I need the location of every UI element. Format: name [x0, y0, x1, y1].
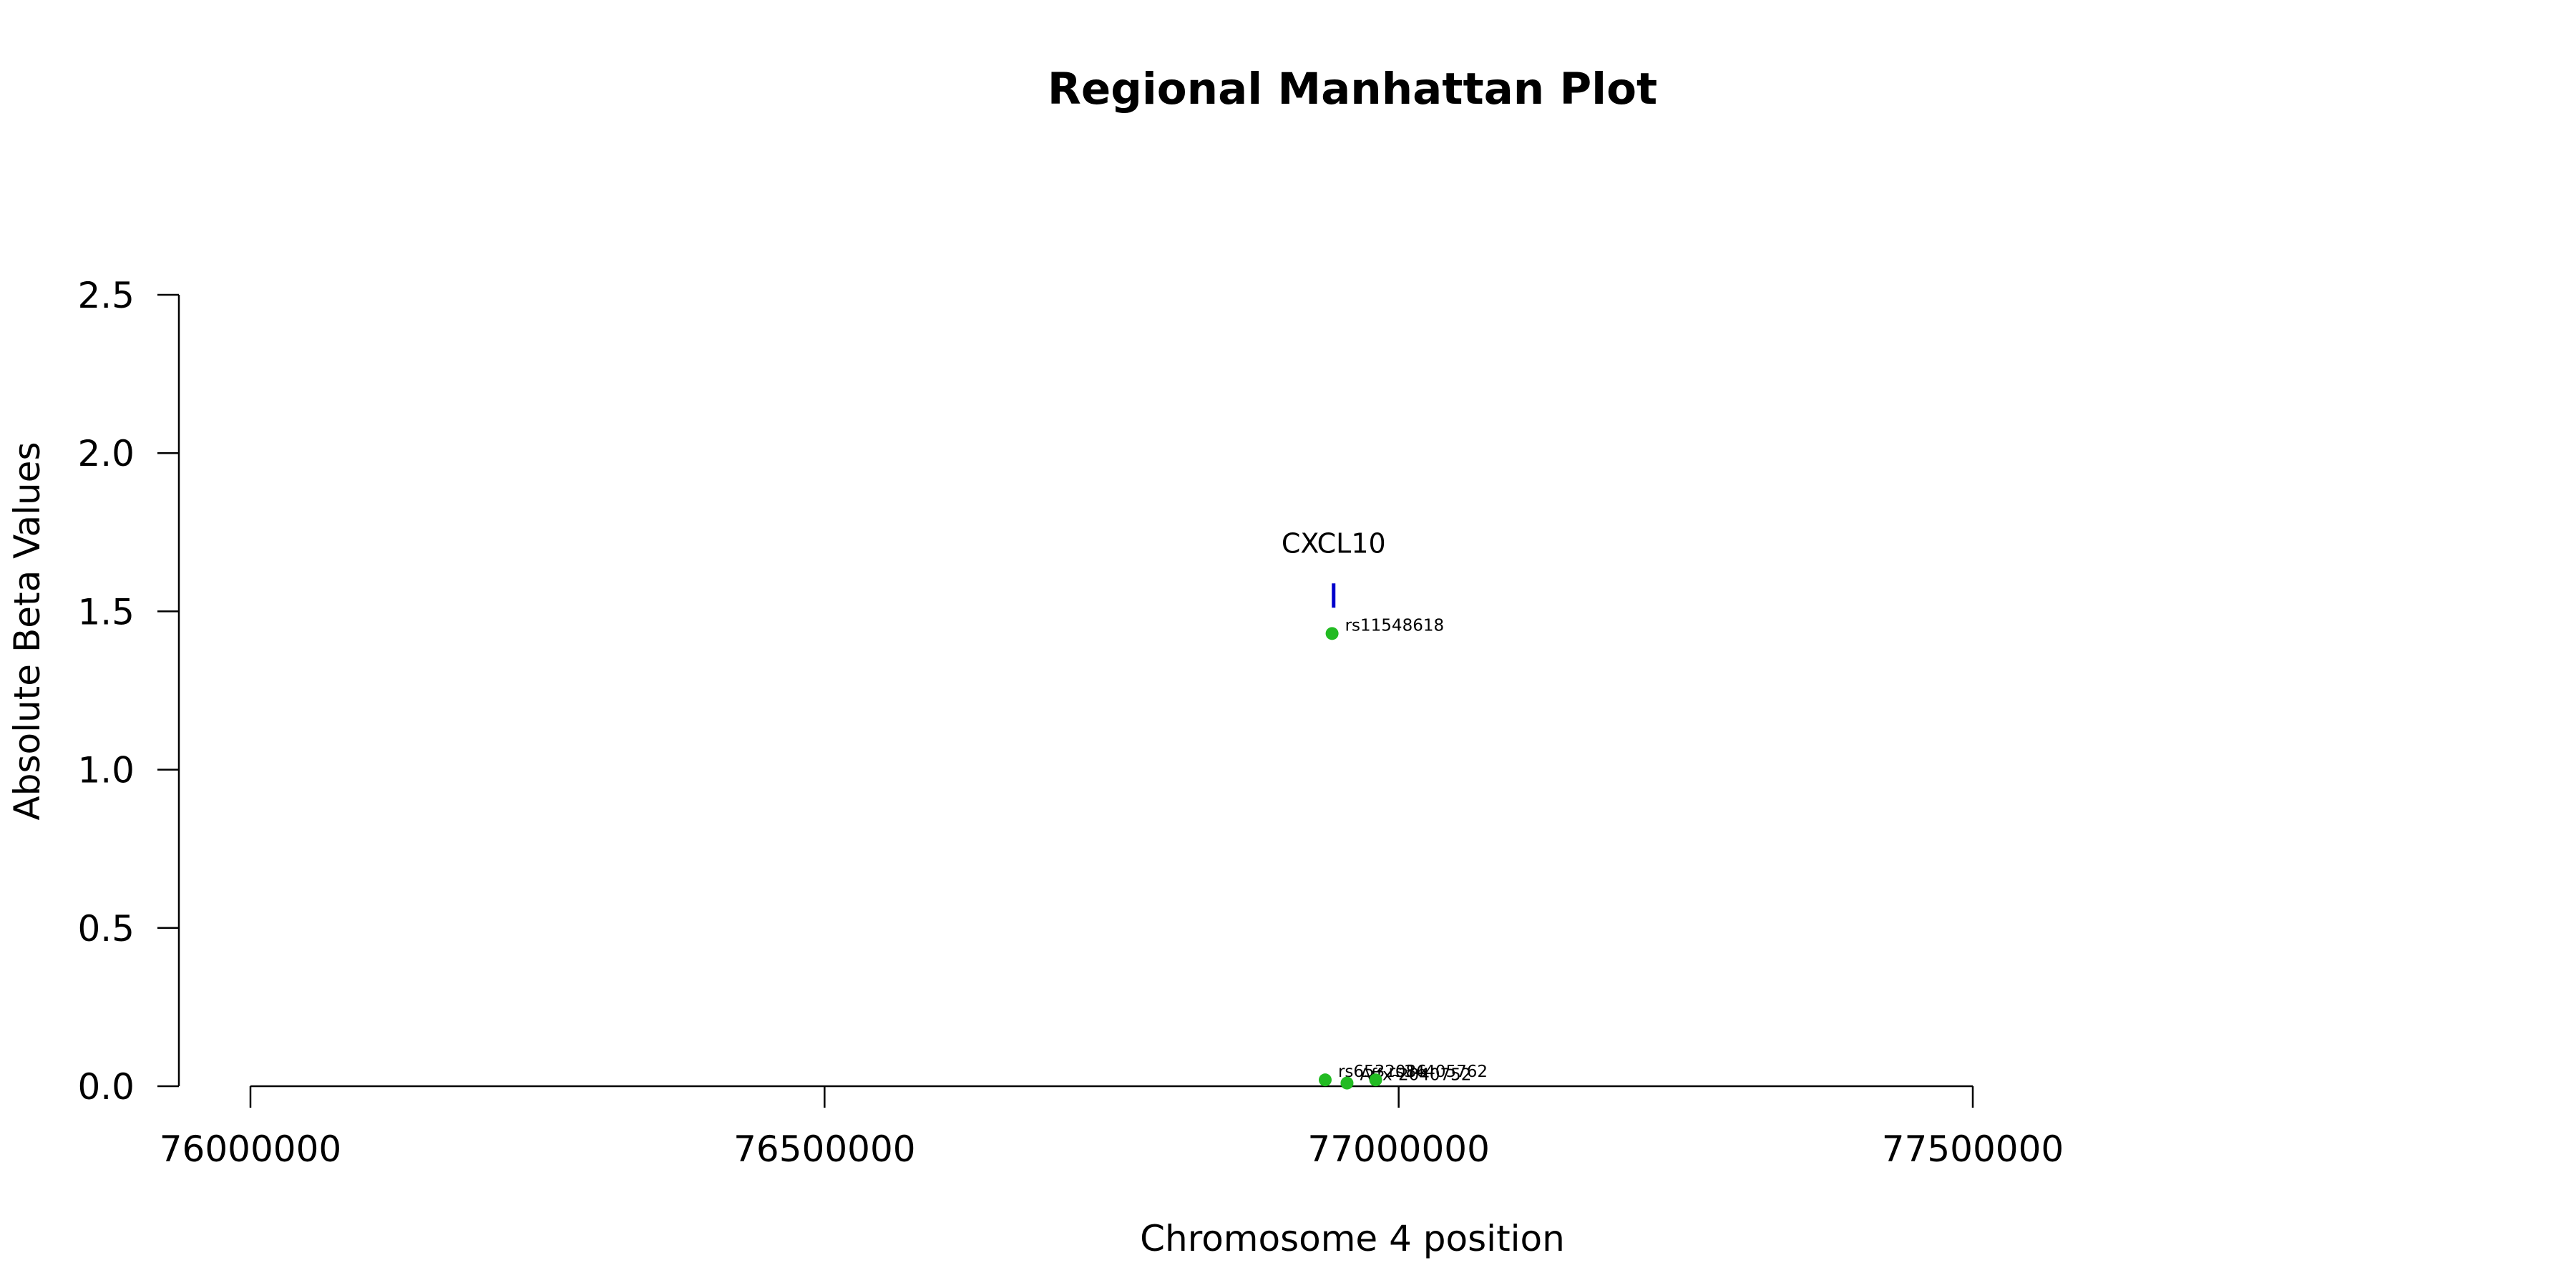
snp-point [1369, 1073, 1382, 1087]
x-axis: 76000000 76500000 77000000 77500000 [160, 1085, 2064, 1170]
snp-point [1325, 627, 1339, 640]
gene-label: CXCL10 [1282, 527, 1386, 559]
points-layer: rs11548618rs6532086Affx-2040752rs3440576… [1318, 616, 1488, 1090]
snp-label: rs6532086 [1338, 1063, 1427, 1081]
y-tick-label: 2.0 [77, 433, 135, 474]
x-axis-label: Chromosome 4 position [1140, 1218, 1565, 1259]
genes-layer: CXCL10 [1282, 527, 1386, 608]
x-tick-label: 77000000 [1307, 1128, 1490, 1170]
y-tick-label: 0.5 [77, 908, 135, 950]
gene-mark [1332, 583, 1336, 608]
snp-point [1318, 1073, 1332, 1087]
y-tick-label: 1.0 [77, 750, 135, 791]
x-tick-label: 76500000 [733, 1128, 916, 1170]
snp-label: rs11548618 [1345, 616, 1445, 635]
y-axis: 0.0 0.5 1.0 1.5 2.0 2.5 [77, 275, 180, 1108]
snp-point [1340, 1076, 1354, 1090]
chart-title: Regional Manhattan Plot [1048, 64, 1657, 114]
y-tick-label: 0.0 [77, 1066, 135, 1108]
y-axis-label: Absolute Beta Values [6, 442, 48, 821]
snp-label: rs34405762 [1389, 1063, 1488, 1081]
x-tick-label: 76000000 [160, 1128, 342, 1170]
x-tick-label: 77500000 [1882, 1128, 2064, 1170]
y-tick-label: 1.5 [77, 591, 135, 633]
y-tick-label: 2.5 [77, 275, 135, 316]
